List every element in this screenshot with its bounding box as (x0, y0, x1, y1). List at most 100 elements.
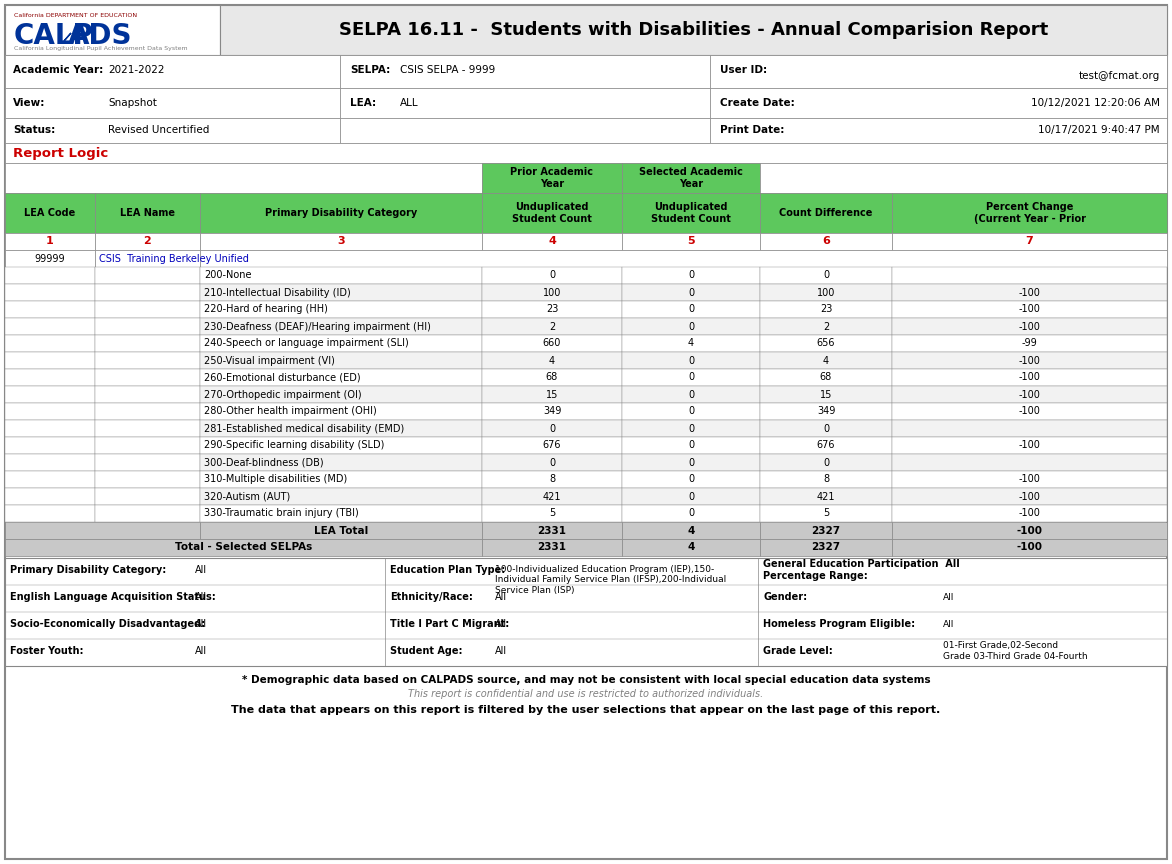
Bar (482, 403, 622, 420)
Bar (200, 352, 482, 369)
Text: -100: -100 (1018, 390, 1041, 399)
Bar (95, 352, 200, 369)
Bar (5, 471, 95, 488)
Bar (95, 233, 200, 250)
Text: 0: 0 (688, 321, 694, 332)
Text: Homeless Program Eligible:: Homeless Program Eligible: (763, 619, 915, 629)
Text: Foster Youth:: Foster Youth: (11, 646, 83, 656)
Text: 100-Individualized Education Program (IEP),150-
Individual Family Service Plan (: 100-Individualized Education Program (IE… (495, 565, 727, 594)
Text: 421: 421 (543, 492, 561, 501)
Text: 290-Specific learning disability (SLD): 290-Specific learning disability (SLD) (204, 441, 384, 450)
Text: User ID:: User ID: (720, 65, 768, 75)
Text: Ethnicity/Race:: Ethnicity/Race: (390, 592, 472, 602)
Text: 6: 6 (822, 237, 830, 246)
Text: 8: 8 (823, 474, 829, 485)
Bar (95, 267, 200, 284)
Bar (759, 488, 892, 505)
Bar (95, 284, 200, 301)
Text: 280-Other health impairment (OHI): 280-Other health impairment (OHI) (204, 406, 376, 416)
Text: 2: 2 (144, 237, 151, 246)
Bar (95, 250, 200, 267)
Bar (482, 522, 622, 539)
Text: 210-Intellectual Disability (ID): 210-Intellectual Disability (ID) (204, 288, 350, 297)
Bar (95, 335, 200, 352)
Polygon shape (64, 33, 71, 41)
Bar (200, 488, 482, 505)
Text: Revised Uncertified: Revised Uncertified (108, 125, 210, 135)
Bar (622, 267, 759, 284)
Text: -100: -100 (1018, 509, 1041, 518)
Text: 0: 0 (548, 458, 556, 467)
Text: test@fcmat.org: test@fcmat.org (1078, 71, 1160, 81)
Bar (759, 420, 892, 437)
Bar (892, 284, 1167, 301)
Text: Grade Level:: Grade Level: (763, 646, 833, 656)
Text: 2: 2 (548, 321, 556, 332)
Bar (759, 352, 892, 369)
Text: Snapshot: Snapshot (108, 98, 157, 108)
Text: Primary Disability Category:: Primary Disability Category: (11, 565, 166, 575)
Bar (482, 335, 622, 352)
Text: 0: 0 (823, 458, 829, 467)
Text: 15: 15 (819, 390, 832, 399)
Text: -100: -100 (1016, 525, 1043, 536)
Bar (5, 454, 95, 471)
Text: Primary Disability Category: Primary Disability Category (265, 208, 417, 218)
Text: 15: 15 (546, 390, 558, 399)
Text: -100: -100 (1018, 321, 1041, 332)
Bar (5, 318, 95, 335)
Bar (759, 471, 892, 488)
Text: 2327: 2327 (811, 543, 840, 552)
Bar (892, 420, 1167, 437)
Text: Prior Academic
Year: Prior Academic Year (511, 168, 593, 189)
Bar (200, 420, 482, 437)
Bar (200, 301, 482, 318)
Text: Create Date:: Create Date: (720, 98, 795, 108)
Text: 100: 100 (543, 288, 561, 297)
Bar (5, 558, 1167, 666)
Text: 676: 676 (817, 441, 836, 450)
Bar (5, 301, 95, 318)
Bar (892, 233, 1167, 250)
Bar (759, 301, 892, 318)
Text: 240-Speech or language impairment (SLI): 240-Speech or language impairment (SLI) (204, 339, 409, 348)
Bar (622, 193, 759, 233)
Text: General Education Participation  All
Percentage Range:: General Education Participation All Perc… (763, 559, 960, 581)
Bar (200, 193, 482, 233)
Text: 5: 5 (687, 237, 695, 246)
Bar (95, 301, 200, 318)
Bar (200, 454, 482, 471)
Bar (759, 505, 892, 522)
Text: 0: 0 (823, 423, 829, 434)
Bar (482, 454, 622, 471)
Bar (95, 403, 200, 420)
Text: 0: 0 (548, 270, 556, 281)
Text: -100: -100 (1018, 441, 1041, 450)
Text: California Longitudinal Pupil Achievement Data System: California Longitudinal Pupil Achievemen… (14, 46, 188, 51)
Text: LEA:: LEA: (350, 98, 376, 108)
Bar (759, 193, 892, 233)
Text: 4: 4 (548, 237, 556, 246)
Bar (482, 284, 622, 301)
Bar (892, 454, 1167, 471)
Text: 68: 68 (820, 372, 832, 383)
Text: 349: 349 (817, 406, 836, 416)
Bar (5, 284, 95, 301)
Text: 1: 1 (46, 237, 54, 246)
Text: 660: 660 (543, 339, 561, 348)
Bar (482, 369, 622, 386)
Text: Title I Part C Migrant:: Title I Part C Migrant: (390, 619, 510, 629)
Text: 0: 0 (688, 406, 694, 416)
Text: ADS: ADS (68, 22, 132, 50)
Text: Total - Selected SELPAs: Total - Selected SELPAs (175, 543, 312, 552)
Text: 68: 68 (546, 372, 558, 383)
Bar (622, 488, 759, 505)
Text: All: All (943, 619, 954, 629)
Text: LEA Name: LEA Name (120, 208, 175, 218)
Bar (622, 420, 759, 437)
Text: -100: -100 (1018, 406, 1041, 416)
Bar (482, 318, 622, 335)
Text: 2: 2 (823, 321, 829, 332)
Bar (892, 193, 1167, 233)
Text: 281-Established medical disability (EMD): 281-Established medical disability (EMD) (204, 423, 404, 434)
